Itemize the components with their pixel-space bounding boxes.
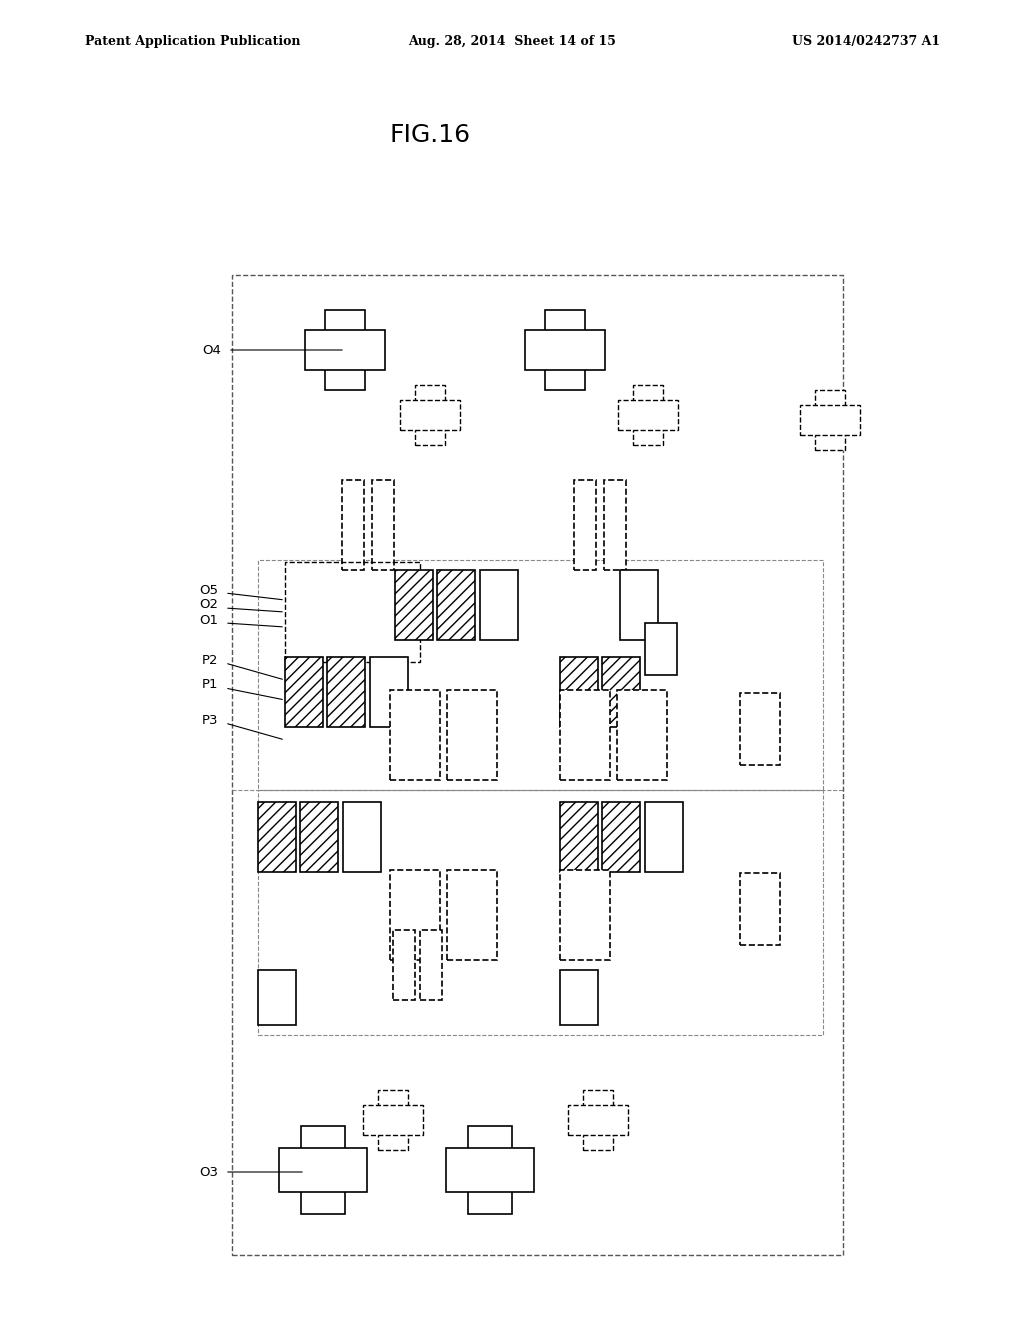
Text: P3: P3 [202,714,218,726]
Text: O5: O5 [199,583,218,597]
Bar [325,310,365,389]
Bar [618,400,678,430]
Text: O1: O1 [199,614,218,627]
Bar [362,1105,423,1135]
Bar [560,970,598,1026]
Bar [447,690,497,780]
Bar [633,385,663,445]
Bar [560,870,610,960]
Bar [258,970,296,1026]
Bar [258,560,823,789]
Bar [285,657,323,727]
Text: O2: O2 [199,598,218,611]
Bar [568,1105,628,1135]
Bar [301,1126,345,1214]
Text: P2: P2 [202,653,218,667]
Bar [815,389,845,450]
Text: O3: O3 [199,1166,218,1179]
Bar [560,803,598,873]
Bar [525,330,605,370]
Bar [645,623,677,675]
Bar [446,1148,534,1192]
Bar [602,657,640,727]
Bar [415,385,445,445]
Bar [545,310,585,389]
Bar [574,480,596,570]
Bar [378,1090,408,1150]
Bar [279,1148,367,1192]
Bar [300,803,338,873]
Bar [390,690,440,780]
Bar [620,570,658,640]
Bar [232,275,843,1255]
Bar [285,562,420,663]
Bar [602,803,640,873]
Bar [395,570,433,640]
Bar [617,690,667,780]
Bar [370,657,408,727]
Bar [372,480,394,570]
Bar [437,570,475,640]
Bar [480,570,518,640]
Bar [560,690,610,780]
Bar [800,405,860,436]
Bar [393,931,415,1001]
Text: Aug. 28, 2014  Sheet 14 of 15: Aug. 28, 2014 Sheet 14 of 15 [408,36,616,49]
Text: Patent Application Publication: Patent Application Publication [85,36,300,49]
Bar [740,693,780,766]
Bar [604,480,626,570]
Text: O4: O4 [202,343,221,356]
Bar [258,789,823,1035]
Bar [390,870,440,960]
Text: P1: P1 [202,678,218,692]
Bar [740,873,780,945]
Text: FIG.16: FIG.16 [389,123,471,147]
Bar [400,400,460,430]
Bar [645,803,683,873]
Bar [447,870,497,960]
Bar [560,657,598,727]
Bar [343,803,381,873]
Bar [583,1090,613,1150]
Bar [305,330,385,370]
Bar [468,1126,512,1214]
Bar [420,931,442,1001]
Text: US 2014/0242737 A1: US 2014/0242737 A1 [792,36,940,49]
Bar [327,657,365,727]
Bar [258,803,296,873]
Bar [342,480,364,570]
